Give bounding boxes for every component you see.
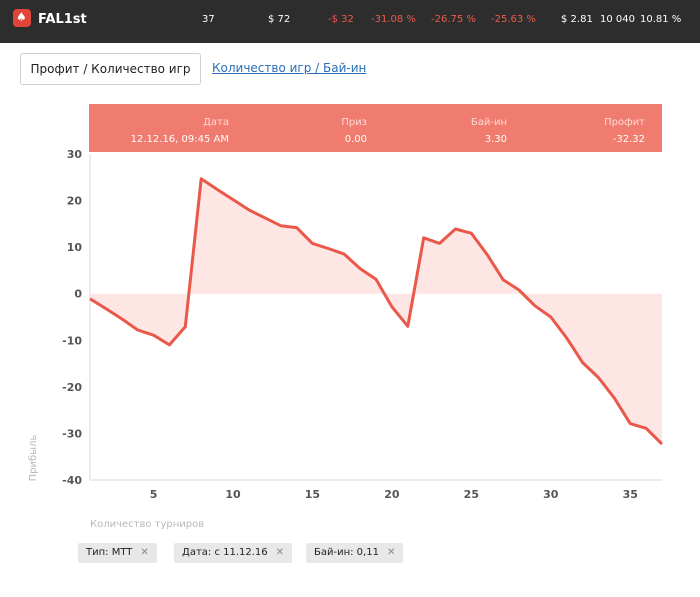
profit-line xyxy=(89,177,664,446)
y-tick-label: 10 xyxy=(67,241,83,254)
y-tick-label: -10 xyxy=(62,334,82,347)
stat-profit: -$ 32 xyxy=(328,14,354,25)
y-axis-title: Прибыль xyxy=(28,435,39,482)
stat-roi-2: -26.75 % xyxy=(431,14,476,25)
close-icon[interactable]: ✕ xyxy=(386,547,396,558)
y-axis-labels: 30 20 10 0 -10 -20 -30 -40 xyxy=(62,148,82,487)
data-tooltip: Дата 12.12.16, 09:45 AM Приз 0.00 Бай-ин… xyxy=(89,104,662,152)
stat-roi-3: -25.63 % xyxy=(491,14,536,25)
stat-games: 37 xyxy=(202,14,215,25)
x-axis-title: Количество турниров xyxy=(90,519,204,530)
stat-roi: -31.08 % xyxy=(371,14,416,25)
x-tick-label: 10 xyxy=(225,488,241,501)
stat-field: 10 040 xyxy=(600,14,635,25)
tooltip-profit-value: -32.32 xyxy=(612,134,645,145)
tooltip-buyin-label: Бай-ин xyxy=(470,117,507,128)
y-tick-label: 20 xyxy=(67,195,83,208)
x-tick-label: 30 xyxy=(543,488,559,501)
player-name[interactable]: FAL1st xyxy=(38,12,87,27)
top-stats-bar: ♠ FAL1st 37 $ 72 -$ 32 -31.08 % -26.75 %… xyxy=(0,0,700,43)
x-tick-label: 20 xyxy=(384,488,400,501)
pokerstars-spade-icon: ♠ xyxy=(13,9,31,27)
y-tick-label: 30 xyxy=(67,148,83,161)
x-tick-label: 15 xyxy=(305,488,320,501)
y-tick-label: -30 xyxy=(62,427,82,440)
tooltip-date-label: Дата xyxy=(203,117,229,128)
tab-games-buyin[interactable]: Количество игр / Бай-ин xyxy=(212,61,367,75)
filter-chip-buyin[interactable]: Бай-ин: 0,11 ✕ xyxy=(306,543,404,563)
filter-chip-label: Тип: MTT xyxy=(86,547,133,558)
close-icon[interactable]: ✕ xyxy=(140,547,149,558)
filter-chip-label: Бай-ин: 0,11 xyxy=(314,547,379,558)
x-axis-labels: 5 10 15 20 25 30 35 xyxy=(150,488,638,501)
x-tick-label: 35 xyxy=(623,488,638,501)
tooltip-buyin-value: 3.30 xyxy=(484,134,507,145)
filter-chip-date[interactable]: Дата: с 11.12.16 ✕ xyxy=(174,543,293,563)
tooltip-prize-value: 0.00 xyxy=(344,134,367,145)
y-tick-label: -20 xyxy=(62,381,82,394)
tooltip-profit-label: Профит xyxy=(604,117,645,128)
filter-chip-label: Дата: с 11.12.16 xyxy=(182,547,268,558)
tooltip-prize-label: Приз xyxy=(341,117,367,128)
y-tick-label: -40 xyxy=(62,474,82,487)
x-tick-label: 25 xyxy=(464,488,479,501)
tab-profit-games[interactable]: Профит / Количество игр xyxy=(20,53,201,85)
stat-itm: 10.81 % xyxy=(640,14,682,25)
filter-chip-type[interactable]: Тип: MTT ✕ xyxy=(78,543,157,563)
close-icon[interactable]: ✕ xyxy=(275,547,285,558)
stat-buyins: $ 72 xyxy=(268,14,291,25)
x-tick-label: 5 xyxy=(150,488,158,501)
chart-axes xyxy=(89,154,662,481)
tooltip-date-value: 12.12.16, 09:45 AM xyxy=(130,134,229,145)
y-tick-label: 0 xyxy=(74,288,82,301)
profit-area-positive xyxy=(90,178,662,445)
stat-avg-buyin: $ 2.81 xyxy=(561,14,593,25)
